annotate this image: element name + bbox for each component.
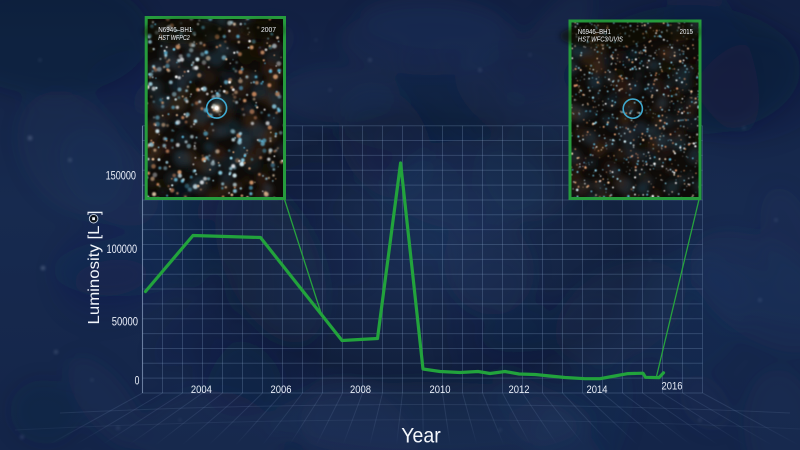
svg-text:2004: 2004 <box>191 384 212 396</box>
svg-text:HST WFPC2: HST WFPC2 <box>158 35 190 42</box>
svg-text:2015: 2015 <box>680 29 693 36</box>
svg-text:100000: 100000 <box>107 242 138 256</box>
svg-text:2016: 2016 <box>662 381 683 393</box>
svg-text:50000: 50000 <box>112 315 139 329</box>
svg-text:]: ] <box>86 211 103 215</box>
svg-text:2006: 2006 <box>271 384 292 396</box>
svg-text:0: 0 <box>135 374 140 388</box>
svg-text:HST WFC3/UVIS: HST WFC3/UVIS <box>578 37 623 44</box>
svg-text:2007: 2007 <box>261 27 276 34</box>
svg-text:N6946–BH1: N6946–BH1 <box>158 27 192 34</box>
svg-text:150000: 150000 <box>106 169 137 183</box>
svg-text:2008: 2008 <box>350 384 371 396</box>
svg-text:2014: 2014 <box>587 384 608 396</box>
svg-text:2012: 2012 <box>509 384 530 396</box>
svg-text:Luminosity [L: Luminosity [L <box>86 225 103 324</box>
svg-text:N6946–BH1: N6946–BH1 <box>578 29 611 36</box>
svg-text:Year: Year <box>401 424 440 448</box>
svg-text:2010: 2010 <box>430 384 451 396</box>
